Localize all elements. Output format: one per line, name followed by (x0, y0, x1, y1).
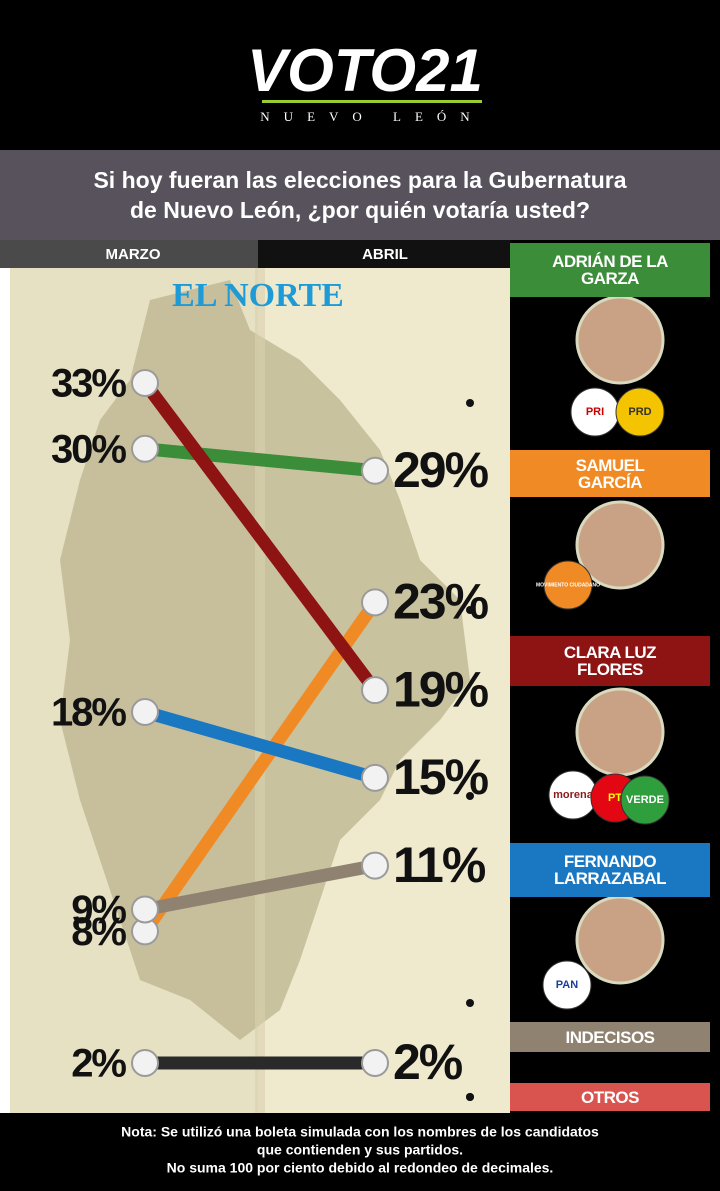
value-label: 30% (51, 427, 126, 471)
source: EL NORTE (172, 277, 344, 314)
logo-rule (262, 100, 482, 103)
legend-label: OTROS (581, 1087, 639, 1107)
chart-title: Si hoy fueran las elecciones para la Gub… (93, 167, 626, 223)
region: NUEVO LEÓN (260, 109, 483, 124)
legend-label: SAMUEL GARCÍA (575, 455, 645, 492)
note: que contienden y sus partidos. (257, 1142, 463, 1158)
value-label: 9% (71, 888, 126, 932)
point (361, 1049, 389, 1077)
legend-entry: OTROS (510, 1083, 710, 1111)
col-head-bg (258, 240, 510, 268)
point (361, 456, 389, 485)
connector-dot (466, 792, 474, 800)
column-label: MARZO (106, 246, 161, 263)
note: No suma 100 por ciento debido al redonde… (167, 1160, 554, 1176)
value-label: 11% (393, 837, 486, 893)
point (361, 851, 389, 880)
point (131, 1049, 159, 1077)
photo (575, 295, 665, 385)
legend-entry: INDECISOS (510, 1022, 710, 1052)
value-label: 23% (393, 574, 489, 630)
connector-dot (466, 606, 474, 614)
value-label: 8% (71, 910, 126, 954)
point (131, 369, 159, 397)
photo (575, 500, 665, 590)
photo (575, 895, 665, 985)
value-label: 2% (393, 1034, 463, 1090)
legend-label: CLARA LUZ FLORES (563, 643, 657, 679)
point (361, 763, 389, 792)
party-label: MOVIMIENTO CIUDADANO (536, 582, 600, 588)
note: Nota: Se utilizó una boleta simulada con… (121, 1124, 599, 1140)
point (131, 895, 159, 924)
legend-label: INDECISOS (565, 1027, 655, 1047)
value-label: 2% (71, 1042, 126, 1086)
party-logo (542, 960, 592, 1010)
legend-entry: FERNANDO LARRAZABAL (510, 843, 710, 897)
legend-entry: SAMUEL GARCÍA (510, 450, 710, 497)
party-label: morena (553, 789, 594, 801)
slope-line (143, 859, 377, 916)
value-label: 18% (51, 691, 126, 735)
connector-dot (466, 999, 474, 1007)
col-head-bg (0, 240, 258, 268)
party-label: PT (608, 792, 622, 804)
question-bg (0, 150, 720, 240)
legend-label: FERNANDO LARRAZABAL (553, 852, 667, 888)
legend-entry: ADRIÁN DE LA GARZA (510, 243, 710, 297)
footer-bg (0, 1113, 720, 1191)
party-logo (620, 775, 670, 825)
connector-dot (466, 399, 474, 407)
point (131, 434, 159, 463)
legend-entry: CLARA LUZ FLORES (510, 636, 710, 686)
party-label: PRD (628, 406, 651, 418)
connector-dot (466, 1093, 474, 1101)
legend-label: ADRIÁN DE LA GARZA (552, 252, 668, 288)
party-label: VERDE (626, 794, 664, 806)
slope-line (144, 442, 376, 478)
slope-line (139, 379, 381, 694)
party-label: PRI (586, 406, 604, 418)
point (361, 676, 389, 705)
value-label: 15% (393, 749, 489, 805)
party-logo (615, 387, 665, 437)
photo (575, 687, 665, 777)
value-label: 19% (393, 661, 489, 717)
column-label: ABRIL (362, 246, 408, 263)
party-label: PAN (556, 979, 578, 991)
divider (255, 268, 265, 1113)
slope-line (143, 705, 377, 785)
party-logo (543, 560, 593, 610)
value-label: 33% (51, 362, 126, 406)
point (131, 698, 159, 727)
slope-line (139, 598, 381, 936)
point (361, 588, 389, 617)
header-bg (0, 0, 720, 150)
value-label: 29% (393, 442, 489, 498)
logo: VOTO21 (247, 37, 483, 104)
